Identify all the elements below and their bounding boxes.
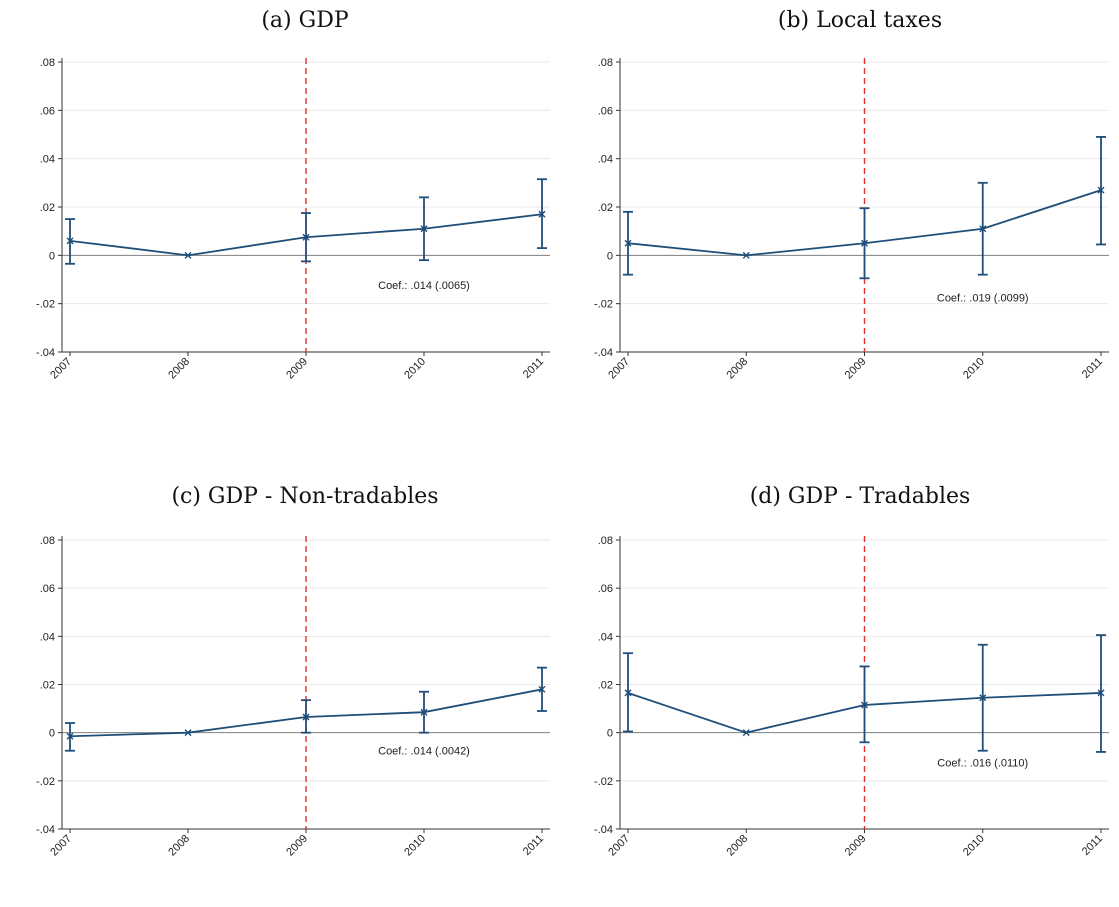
- data-point: [538, 685, 546, 693]
- y-tick-label: -.02: [594, 299, 613, 311]
- y-tick-label: 0: [607, 250, 613, 262]
- y-tick-label: .02: [598, 680, 613, 692]
- y-tick-label: -.04: [36, 347, 55, 359]
- x-tick-label: 2008: [725, 356, 751, 382]
- y-tick-label: 0: [49, 728, 55, 740]
- x-tick-label: 2008: [166, 356, 192, 382]
- data-point: [184, 251, 192, 259]
- x-tick-label: 2010: [402, 356, 428, 382]
- x-tick-label: 2009: [284, 356, 310, 382]
- y-tick-label: .08: [598, 535, 613, 547]
- coef-annotation: Coef.: .014 (.0065): [378, 280, 470, 292]
- y-tick-label: -.02: [36, 776, 55, 788]
- y-tick-label: .06: [598, 583, 613, 595]
- x-tick-label: 2007: [606, 833, 632, 859]
- data-point: [302, 233, 310, 241]
- data-point: [66, 732, 74, 740]
- x-tick-label: 2009: [843, 356, 869, 382]
- x-tick-label: 2010: [961, 833, 987, 859]
- panel-a-title: (a) GDP: [261, 8, 349, 33]
- y-tick-label: .06: [40, 105, 55, 117]
- y-tick-label: .02: [598, 202, 613, 214]
- y-tick-label: .08: [40, 57, 55, 69]
- data-point: [742, 251, 750, 259]
- y-tick-label: .08: [598, 57, 613, 69]
- y-tick-label: .04: [598, 154, 613, 166]
- y-tick-label: .06: [598, 105, 613, 117]
- x-tick-label: 2009: [843, 833, 869, 859]
- y-tick-label: -.04: [594, 824, 613, 836]
- data-point: [184, 729, 192, 737]
- data-point: [861, 239, 868, 247]
- y-tick-label: .08: [40, 535, 55, 547]
- data-point: [1097, 186, 1105, 194]
- panel-b-title: (b) Local taxes: [777, 8, 943, 33]
- x-tick-label: 2010: [402, 833, 428, 859]
- y-tick-label: .02: [40, 202, 55, 214]
- y-tick-label: .04: [598, 631, 613, 643]
- x-tick-label: 2007: [606, 356, 632, 382]
- x-tick-label: 2011: [521, 356, 546, 381]
- panel-c-title: (c) GDP - Non-tradables: [171, 484, 439, 509]
- coef-annotation: Coef.: .019 (.0099): [937, 292, 1029, 304]
- data-point: [66, 237, 74, 245]
- data-point: [302, 713, 310, 721]
- data-point: [979, 694, 987, 702]
- x-tick-label: 2010: [961, 356, 987, 382]
- data-point: [624, 689, 632, 697]
- data-point: [742, 729, 750, 737]
- y-tick-label: 0: [49, 250, 55, 262]
- y-tick-label: -.02: [594, 776, 613, 788]
- data-point: [624, 239, 632, 247]
- y-tick-label: .04: [40, 631, 55, 643]
- data-point: [1097, 689, 1105, 697]
- y-tick-label: .06: [40, 583, 55, 595]
- x-tick-label: 2011: [1080, 356, 1105, 381]
- x-tick-label: 2011: [1080, 833, 1105, 858]
- y-tick-label: -.04: [594, 347, 613, 359]
- data-point: [420, 708, 428, 716]
- coef-annotation: Coef.: .014 (.0042): [378, 745, 470, 757]
- y-tick-label: .04: [40, 154, 55, 166]
- coef-annotation: Coef.: .016 (.0110): [937, 757, 1028, 769]
- y-tick-label: -.04: [36, 824, 55, 836]
- data-point: [979, 225, 987, 233]
- panel-d-title: (d) GDP - Tradables: [749, 484, 971, 509]
- y-tick-label: 0: [607, 728, 613, 740]
- x-tick-label: 2009: [284, 833, 310, 859]
- data-point: [420, 225, 428, 233]
- x-tick-label: 2011: [521, 833, 546, 858]
- y-tick-label: -.02: [36, 299, 55, 311]
- x-tick-label: 2008: [166, 833, 192, 859]
- data-point: [538, 210, 546, 218]
- y-tick-label: .02: [40, 680, 55, 692]
- x-tick-label: 2007: [48, 356, 74, 382]
- x-tick-label: 2007: [48, 833, 74, 859]
- x-tick-label: 2008: [725, 833, 751, 859]
- data-point: [861, 701, 868, 709]
